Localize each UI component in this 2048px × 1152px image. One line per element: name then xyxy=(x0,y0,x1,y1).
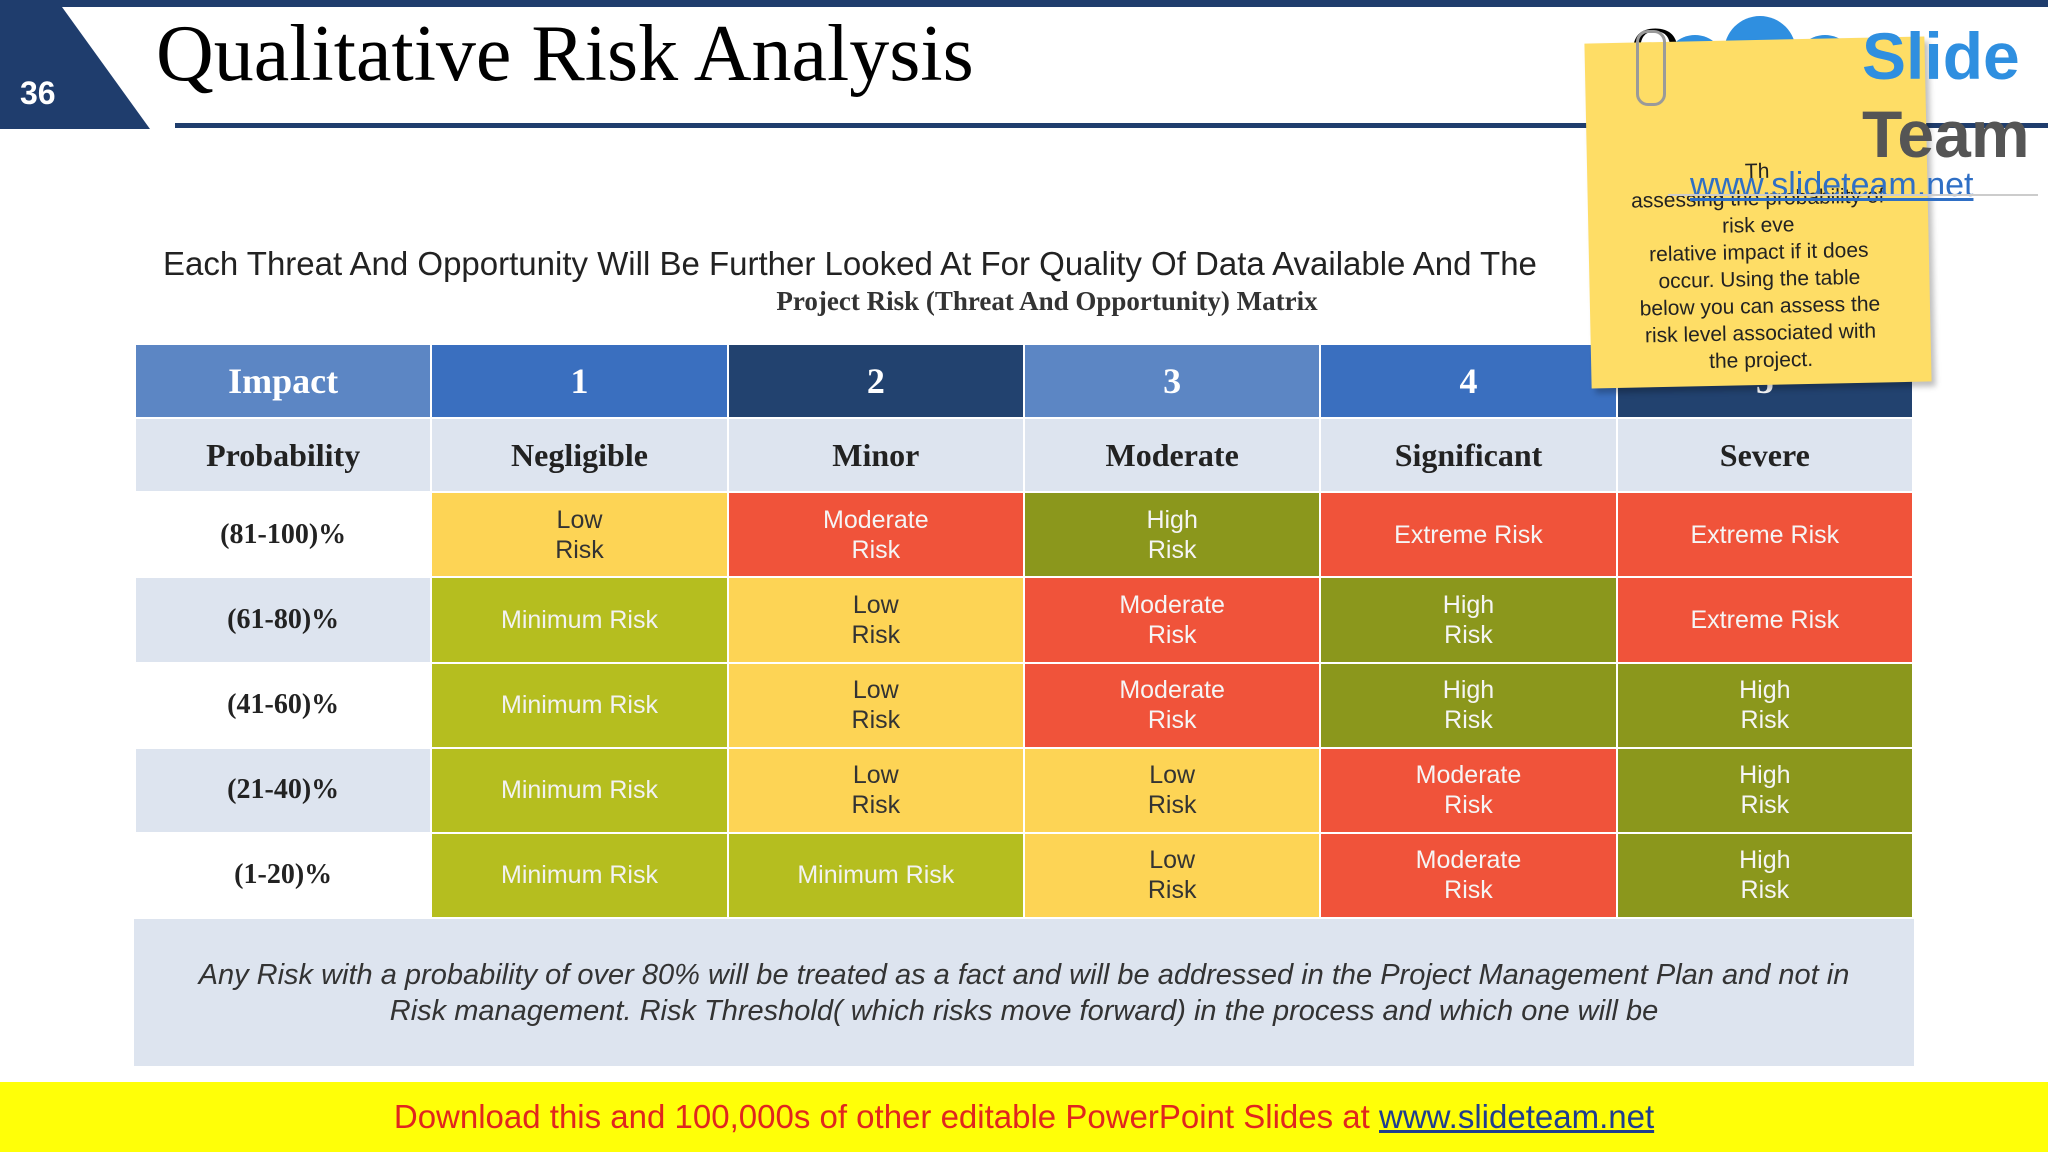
slide-number-tab: 36 xyxy=(0,7,150,129)
risk-cell-extreme: Extreme Risk xyxy=(1319,491,1618,579)
table-row: (1-20)% Minimum Risk Minimum Risk Low Risk M… xyxy=(133,831,1915,920)
slide-number: 36 xyxy=(20,75,56,111)
risk-cell-moderate: Moderate Risk xyxy=(1022,576,1322,664)
risk-cell-low: Low Risk xyxy=(726,576,1025,664)
risk-cell-moderate: Moderate Risk xyxy=(1319,831,1618,920)
risk-cell-minimum: Minimum Risk xyxy=(430,831,729,920)
impact-header-row: Impact12345 xyxy=(133,342,1915,420)
probability-range: (81-100)% xyxy=(133,491,433,579)
probability-range: (1-20)% xyxy=(133,831,433,920)
banner-link[interactable]: www.slideteam.net xyxy=(1379,1098,1655,1135)
slide-subtitle: Each Threat And Opportunity Will Be Furt… xyxy=(163,245,1537,282)
impact-level-number: 3 xyxy=(1022,342,1322,420)
footer-note: Any Risk with a probability of over 80% … xyxy=(134,919,1914,1066)
risk-cell-minimum: Minimum Risk xyxy=(726,831,1025,920)
risk-cell-moderate: Moderate Risk xyxy=(1022,661,1322,749)
risk-cell-low: Low Risk xyxy=(430,491,729,579)
risk-cell-low: Low Risk xyxy=(1022,746,1322,834)
risk-cell-high: High Risk xyxy=(1319,576,1618,664)
matrix-title: Project Risk (Threat And Opportunity) Ma… xyxy=(776,286,1318,316)
risk-cell-extreme: Extreme Risk xyxy=(1615,576,1915,664)
top-accent-bar xyxy=(0,0,2048,7)
risk-cell-extreme: Extreme Risk xyxy=(1615,491,1915,579)
banner-text: Download this and 100,000s of other edit… xyxy=(0,1098,2048,1136)
probability-label: Probability xyxy=(133,417,433,494)
impact-level-number: 4 xyxy=(1319,342,1618,420)
risk-matrix-table: Impact12345ProbabilityNegligibleMinorMod… xyxy=(133,342,1915,920)
risk-cell-low: Low Risk xyxy=(726,746,1025,834)
impact-level-name: Minor xyxy=(726,417,1025,494)
risk-cell-low: Low Risk xyxy=(726,661,1025,749)
risk-cell-moderate: Moderate Risk xyxy=(726,491,1025,579)
logo-word-team: Team xyxy=(1862,97,2030,171)
impact-level-number: 1 xyxy=(430,342,729,420)
table-row: (81-100)% Low Risk Moderate Risk High Risk E… xyxy=(133,491,1915,579)
risk-cell-high: High Risk xyxy=(1319,661,1618,749)
impact-level-name: Significant xyxy=(1319,417,1618,494)
logo-word-slide: Slide xyxy=(1862,19,2020,93)
risk-cell-minimum: Minimum Risk xyxy=(430,576,729,664)
impact-level-name: Moderate xyxy=(1022,417,1322,494)
risk-cell-moderate: Moderate Risk xyxy=(1319,746,1618,834)
banner-message: Download this and 100,000s of other edit… xyxy=(393,1098,1379,1135)
logo-url-link[interactable]: www.slideteam.net xyxy=(1690,166,1974,204)
probability-range: (41-60)% xyxy=(133,661,433,749)
impact-label: Impact xyxy=(133,342,433,420)
table-row: (61-80)% Minimum Risk Low Risk Moderate Ris… xyxy=(133,576,1915,664)
logo-divider xyxy=(1668,194,2038,196)
probability-range: (61-80)% xyxy=(133,576,433,664)
risk-cell-minimum: Minimum Risk xyxy=(430,746,729,834)
risk-cell-high: High Risk xyxy=(1615,661,1915,749)
risk-cell-high: High Risk xyxy=(1615,831,1915,920)
slide-title: Qualitative Risk Analysis xyxy=(156,10,974,98)
impact-level-name: Negligible xyxy=(430,417,729,494)
probability-range: (21-40)% xyxy=(133,746,433,834)
risk-cell-high: High Risk xyxy=(1615,746,1915,834)
paperclip-icon xyxy=(1636,30,1666,106)
impact-level-name: Severe xyxy=(1615,417,1915,494)
download-banner: Download this and 100,000s of other edit… xyxy=(0,1082,2048,1152)
risk-cell-minimum: Minimum Risk xyxy=(430,661,729,749)
risk-cell-high: High Risk xyxy=(1022,491,1322,579)
risk-cell-low: Low Risk xyxy=(1022,831,1322,920)
title-underline xyxy=(175,123,2048,128)
impact-names-row: Probability Negligible Minor Moderate Signif… xyxy=(133,417,1915,494)
table-row: (21-40)% Minimum Risk Low Risk Low Risk Mode… xyxy=(133,746,1915,834)
impact-level-number: 2 xyxy=(726,342,1025,420)
table-row: (41-60)% Minimum Risk Low Risk Moderate Ris… xyxy=(133,661,1915,749)
